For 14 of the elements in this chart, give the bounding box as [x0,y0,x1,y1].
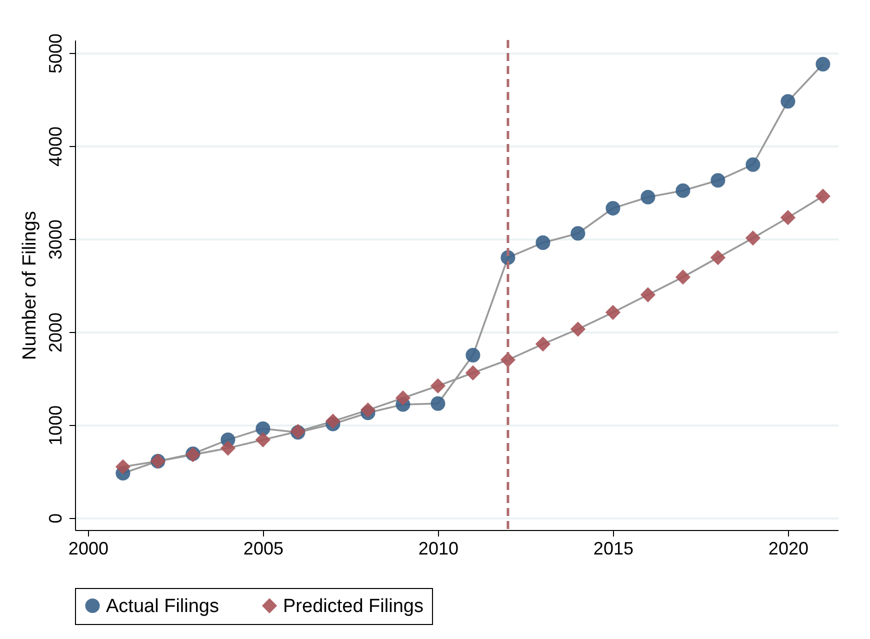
x-tick-label: 2020 [768,538,808,558]
y-tick-label: 2000 [46,312,66,352]
x-tick-label: 2010 [418,538,458,558]
legend-label: Predicted Filings [283,596,424,617]
legend-label: Actual Filings [106,596,219,617]
y-tick-label: 5000 [46,33,66,74]
x-tick-label: 2005 [243,538,284,558]
y-tick-label: 3000 [46,219,66,260]
y-axis-title: Number of Filings [20,211,40,360]
x-tick-label: 2000 [68,538,108,558]
y-tick-label: 4000 [46,126,66,167]
y-tick-label: 0 [46,513,66,524]
x-tick-label: 2015 [593,538,634,558]
y-tick-label: 1000 [46,405,66,446]
